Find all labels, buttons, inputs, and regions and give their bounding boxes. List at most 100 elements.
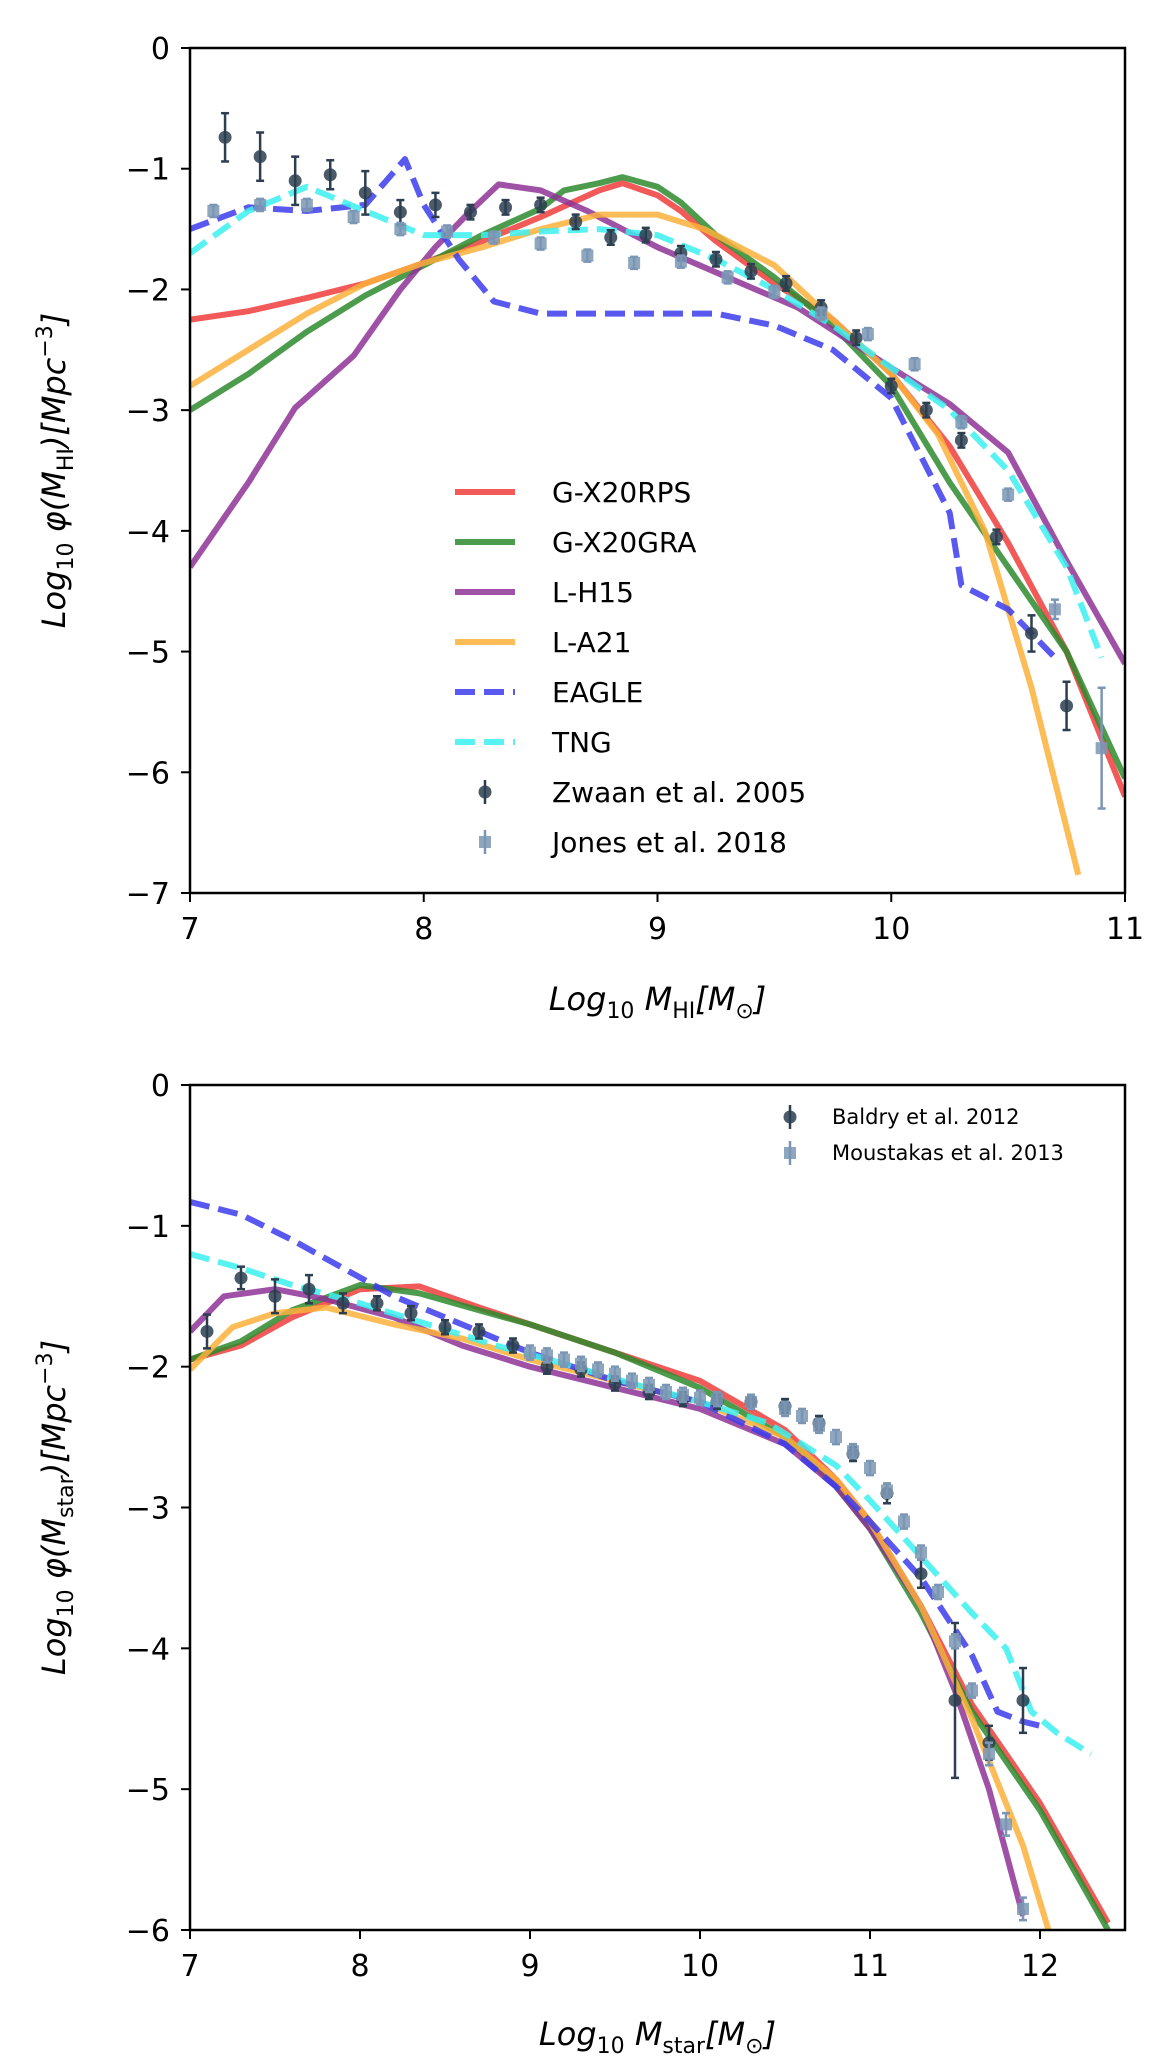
data-point-baldry-et-al-2012 — [506, 1337, 520, 1354]
data-point-zwaan-et-al-2005 — [534, 196, 548, 214]
legend-label: Zwaan et al. 2005 — [552, 776, 806, 809]
data-point-baldry-et-al-2012 — [1016, 1666, 1030, 1735]
data-point-zwaan-et-al-2005 — [744, 262, 758, 280]
y-tick-label: −6 — [126, 1914, 170, 1949]
data-point-zwaan-et-al-2005 — [954, 431, 968, 449]
data-point-zwaan-et-al-2005 — [358, 169, 372, 216]
legend: Baldry et al. 2012 Moustakas et al. 2013 — [783, 1105, 1064, 1165]
legend-marker — [478, 785, 492, 799]
data-point-jones-et-al-2018 — [1048, 598, 1061, 621]
data-point-moustakas-et-al-2013 — [915, 1544, 927, 1561]
series-line-tng — [190, 1251, 1093, 1757]
data-point-moustakas-et-al-2013 — [694, 1389, 706, 1406]
legend-label: L-H15 — [552, 576, 634, 609]
series-line-l-h15 — [190, 181, 1125, 666]
x-tick-label: 10 — [681, 1949, 719, 1984]
y-tick-label: −6 — [126, 756, 170, 791]
data-point-zwaan-et-al-2005 — [253, 131, 267, 183]
data-point-jones-et-al-2018 — [721, 270, 734, 285]
legend-label: TNG — [551, 726, 612, 759]
legend-item: G-X20RPS — [455, 476, 691, 509]
data-point-baldry-et-al-2012 — [234, 1265, 248, 1291]
data-point-jones-et-al-2018 — [628, 255, 641, 271]
data-point-moustakas-et-al-2013 — [677, 1386, 689, 1404]
data-point-zwaan-et-al-2005 — [428, 191, 442, 219]
data-point-moustakas-et-al-2013 — [711, 1390, 723, 1408]
data-point-jones-et-al-2018 — [441, 224, 454, 239]
data-point-jones-et-al-2018 — [534, 236, 547, 251]
legend-item: L-A21 — [455, 626, 631, 659]
data-point-baldry-et-al-2012 — [302, 1273, 316, 1305]
legend-item: Moustakas et al. 2013 — [784, 1141, 1064, 1165]
data-point-moustakas-et-al-2013 — [949, 1633, 961, 1650]
y-tick-label: −2 — [126, 1351, 170, 1386]
data-point-jones-et-al-2018 — [254, 197, 267, 213]
y-tick-label: −1 — [126, 153, 170, 188]
y-tick-label: −1 — [126, 1210, 170, 1245]
data-point-jones-et-al-2018 — [581, 248, 594, 263]
stellar-mass-function-panel: 7 8 9 10 11 12 0 −1 −2 −3 −4 −5 −6 Log10 Mstar[M⊙] Log… — [33, 1069, 1127, 2059]
x-tick-label: 8 — [350, 1949, 369, 1984]
y-tick-label: −5 — [126, 636, 170, 671]
y-tick-label: −3 — [126, 1492, 170, 1527]
data-point-moustakas-et-al-2013 — [609, 1365, 621, 1382]
data-point-moustakas-et-al-2013 — [626, 1372, 638, 1390]
y-tick-label: 0 — [151, 1069, 170, 1104]
legend-label: G-X20RPS — [552, 476, 691, 509]
y-tick-label: −4 — [126, 515, 170, 550]
data-point-zwaan-et-al-2005 — [393, 198, 407, 226]
data-point-moustakas-et-al-2013 — [864, 1459, 876, 1477]
data-point-baldry-et-al-2012 — [472, 1323, 486, 1340]
legend-label: L-A21 — [552, 626, 631, 659]
data-point-zwaan-et-al-2005 — [499, 198, 513, 216]
data-point-jones-et-al-2018 — [347, 209, 360, 225]
data-point-jones-et-al-2018 — [1002, 487, 1015, 502]
x-tick-label: 9 — [648, 912, 667, 947]
series-line-g-x20gra — [190, 174, 1125, 780]
data-point-baldry-et-al-2012 — [336, 1292, 350, 1315]
data-point-zwaan-et-al-2005 — [849, 329, 863, 347]
data-point-zwaan-et-al-2005 — [288, 155, 302, 207]
x-tick-label: 7 — [180, 912, 199, 947]
legend-item: Zwaan et al. 2005 — [478, 776, 806, 809]
data-point-jones-et-al-2018 — [908, 356, 921, 372]
x-tick-label: 9 — [520, 1949, 539, 1984]
data-point-jones-et-al-2018 — [487, 230, 500, 245]
data-point-jones-et-al-2018 — [861, 326, 874, 342]
data-point-jones-et-al-2018 — [768, 284, 781, 300]
y-tick-label: 0 — [151, 32, 170, 67]
data-point-moustakas-et-al-2013 — [813, 1417, 825, 1435]
data-point-moustakas-et-al-2013 — [932, 1583, 944, 1601]
data-point-zwaan-et-al-2005 — [1060, 680, 1074, 732]
y-tick-label: −3 — [126, 394, 170, 429]
data-point-zwaan-et-al-2005 — [464, 203, 477, 221]
data-point-jones-et-al-2018 — [674, 254, 687, 269]
data-point-moustakas-et-al-2013 — [779, 1400, 791, 1418]
data-point-moustakas-et-al-2013 — [660, 1383, 672, 1401]
x-tick-label: 8 — [414, 912, 433, 947]
axes-frame — [188, 1083, 1127, 1932]
legend-item: L-H15 — [455, 576, 634, 609]
legend-label: EAGLE — [552, 676, 643, 709]
data-point-moustakas-et-al-2013 — [881, 1482, 893, 1499]
legend-item: EAGLE — [455, 676, 643, 709]
legend-label: Jones et al. 2018 — [550, 826, 787, 859]
data-point-zwaan-et-al-2005 — [989, 528, 1003, 546]
legend-label: Baldry et al. 2012 — [832, 1105, 1020, 1129]
data-point-baldry-et-al-2012 — [200, 1313, 214, 1350]
y-axis-label: Log10 φ(Mstar)[Mpc−3] — [33, 1340, 79, 1675]
data-point-jones-et-al-2018 — [1095, 686, 1108, 810]
data-point-jones-et-al-2018 — [815, 306, 828, 321]
x-axis-label: Log10 Mstar[M⊙] — [539, 2015, 776, 2059]
legend-marker — [784, 1147, 796, 1159]
legend-item: TNG — [455, 726, 612, 759]
data-point-zwaan-et-al-2005 — [569, 213, 583, 231]
data-point-moustakas-et-al-2013 — [796, 1407, 808, 1425]
y-axis-label: Log10 φ(MHI)[Mpc−3] — [33, 313, 79, 629]
data-point-jones-et-al-2018 — [955, 414, 968, 430]
data-point-jones-et-al-2018 — [300, 197, 313, 213]
y-tick-label: −7 — [126, 877, 170, 912]
data-point-zwaan-et-al-2005 — [604, 229, 618, 247]
series-line-l-a21 — [190, 211, 1082, 876]
data-point-zwaan-et-al-2005 — [639, 226, 653, 244]
